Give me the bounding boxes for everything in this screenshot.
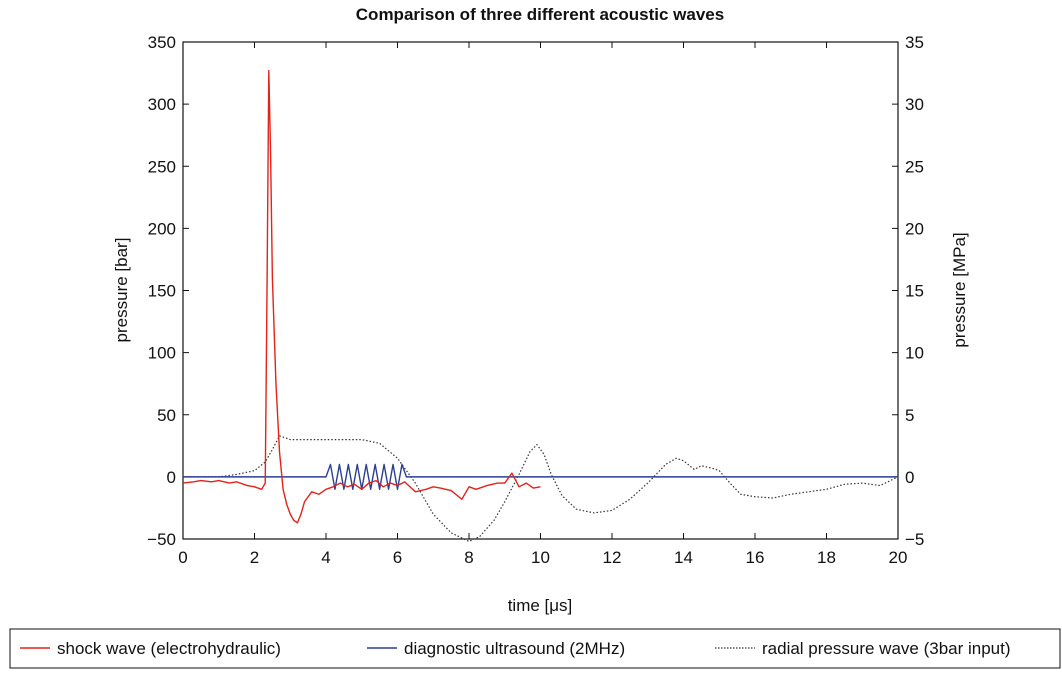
x-axis: 0 2 4 6 8 10 12 14 16 18 20 bbox=[178, 42, 907, 567]
y-tick-label-right: 30 bbox=[905, 95, 924, 114]
y-axis-right: −5 0 5 10 15 20 25 30 35 bbox=[892, 33, 924, 549]
x-tick-label: 6 bbox=[393, 548, 402, 567]
x-tick-label: 14 bbox=[674, 548, 693, 567]
legend-label-radial-wave: radial pressure wave (3bar input) bbox=[762, 639, 1011, 658]
y-tick-label-right: 15 bbox=[905, 282, 924, 301]
y-tick-label-right: −5 bbox=[905, 530, 924, 549]
y-tick-label-right: 10 bbox=[905, 344, 924, 363]
plot-area bbox=[182, 41, 899, 540]
y-tick-label-left: 300 bbox=[148, 95, 176, 114]
legend-label-shock-wave: shock wave (electrohydraulic) bbox=[57, 639, 281, 658]
y-tick-label-right: 35 bbox=[905, 33, 924, 52]
y-axis-right-label: pressure [MPa] bbox=[950, 232, 969, 347]
legend: shock wave (electrohydraulic) diagnostic… bbox=[9, 628, 1061, 669]
x-tick-label: 10 bbox=[531, 548, 550, 567]
y-tick-label-left: 250 bbox=[148, 157, 176, 176]
y-tick-label-left: 350 bbox=[148, 33, 176, 52]
y-tick-label-left: 200 bbox=[148, 219, 176, 238]
y-tick-label-left: 150 bbox=[148, 282, 176, 301]
x-tick-label: 18 bbox=[817, 548, 836, 567]
x-tick-label: 0 bbox=[178, 548, 187, 567]
y-tick-label-right: 5 bbox=[905, 406, 914, 425]
y-tick-label-right: 0 bbox=[905, 468, 914, 487]
y-tick-label-right: 20 bbox=[905, 219, 924, 238]
y-axis-left: −50 0 50 100 150 200 250 300 350 bbox=[147, 33, 189, 549]
x-tick-label: 4 bbox=[321, 548, 330, 567]
y-tick-label-left: 50 bbox=[157, 406, 176, 425]
y-axis-left-label: pressure [bar] bbox=[112, 238, 131, 343]
y-tick-label-left: 0 bbox=[167, 468, 176, 487]
radial-pressure-wave-line bbox=[183, 435, 899, 543]
x-tick-label: 2 bbox=[250, 548, 259, 567]
series-layer bbox=[182, 69, 899, 543]
x-tick-label: 20 bbox=[889, 548, 908, 567]
x-tick-label: 8 bbox=[464, 548, 473, 567]
ultrasound-line bbox=[183, 463, 898, 490]
legend-label-ultrasound: diagnostic ultrasound (2MHz) bbox=[404, 639, 625, 658]
x-tick-label: 16 bbox=[746, 548, 765, 567]
shock-wave-line bbox=[182, 69, 541, 524]
chart-title: Comparison of three different acoustic w… bbox=[356, 5, 724, 24]
x-tick-label: 12 bbox=[603, 548, 622, 567]
y-tick-label-left: −50 bbox=[147, 530, 176, 549]
x-axis-label: time [μs] bbox=[508, 596, 573, 615]
legend-box bbox=[9, 628, 1061, 669]
y-tick-label-left: 100 bbox=[148, 344, 176, 363]
y-tick-label-right: 25 bbox=[905, 157, 924, 176]
